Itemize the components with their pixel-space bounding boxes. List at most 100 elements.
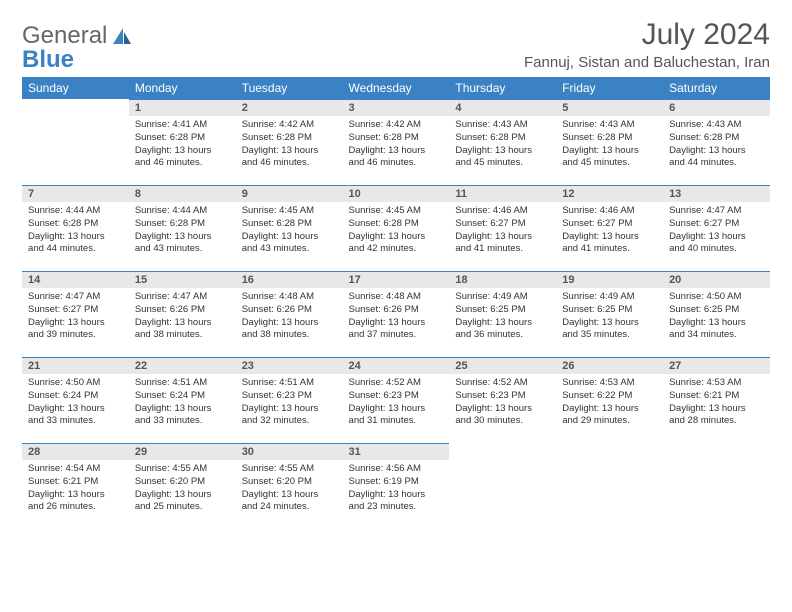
day-details: Sunrise: 4:45 AMSunset: 6:28 PMDaylight:… — [343, 202, 450, 262]
calendar-day-cell — [449, 443, 556, 529]
calendar-day-cell — [663, 443, 770, 529]
calendar-day-cell: 17Sunrise: 4:48 AMSunset: 6:26 PMDayligh… — [343, 271, 450, 357]
day-details: Sunrise: 4:42 AMSunset: 6:28 PMDaylight:… — [343, 116, 450, 176]
calendar-day-cell: 19Sunrise: 4:49 AMSunset: 6:25 PMDayligh… — [556, 271, 663, 357]
day-details: Sunrise: 4:55 AMSunset: 6:20 PMDaylight:… — [236, 460, 343, 520]
day-details: Sunrise: 4:46 AMSunset: 6:27 PMDaylight:… — [449, 202, 556, 262]
day-number: 6 — [663, 99, 770, 116]
calendar-day-cell — [22, 99, 129, 185]
calendar-day-cell: 21Sunrise: 4:50 AMSunset: 6:24 PMDayligh… — [22, 357, 129, 443]
day-number: 2 — [236, 99, 343, 116]
day-details: Sunrise: 4:51 AMSunset: 6:24 PMDaylight:… — [129, 374, 236, 434]
day-number: 1 — [129, 99, 236, 116]
calendar-day-cell: 10Sunrise: 4:45 AMSunset: 6:28 PMDayligh… — [343, 185, 450, 271]
day-details: Sunrise: 4:43 AMSunset: 6:28 PMDaylight:… — [663, 116, 770, 176]
logo-sail-icon — [111, 26, 133, 46]
calendar-day-cell: 26Sunrise: 4:53 AMSunset: 6:22 PMDayligh… — [556, 357, 663, 443]
day-details: Sunrise: 4:52 AMSunset: 6:23 PMDaylight:… — [449, 374, 556, 434]
day-details: Sunrise: 4:51 AMSunset: 6:23 PMDaylight:… — [236, 374, 343, 434]
calendar-week-row: 14Sunrise: 4:47 AMSunset: 6:27 PMDayligh… — [22, 271, 770, 357]
day-number: 22 — [129, 357, 236, 374]
day-number: 4 — [449, 99, 556, 116]
calendar-week-row: 21Sunrise: 4:50 AMSunset: 6:24 PMDayligh… — [22, 357, 770, 443]
calendar-day-cell: 30Sunrise: 4:55 AMSunset: 6:20 PMDayligh… — [236, 443, 343, 529]
day-details: Sunrise: 4:49 AMSunset: 6:25 PMDaylight:… — [449, 288, 556, 348]
day-number: 23 — [236, 357, 343, 374]
calendar-day-cell: 12Sunrise: 4:46 AMSunset: 6:27 PMDayligh… — [556, 185, 663, 271]
calendar-day-cell: 18Sunrise: 4:49 AMSunset: 6:25 PMDayligh… — [449, 271, 556, 357]
day-details: Sunrise: 4:53 AMSunset: 6:21 PMDaylight:… — [663, 374, 770, 434]
logo-text-blue: Blue — [22, 46, 74, 74]
calendar-table: SundayMondayTuesdayWednesdayThursdayFrid… — [22, 77, 770, 529]
day-details: Sunrise: 4:44 AMSunset: 6:28 PMDaylight:… — [129, 202, 236, 262]
day-number: 11 — [449, 185, 556, 202]
calendar-day-cell: 9Sunrise: 4:45 AMSunset: 6:28 PMDaylight… — [236, 185, 343, 271]
day-details: Sunrise: 4:50 AMSunset: 6:24 PMDaylight:… — [22, 374, 129, 434]
day-number: 12 — [556, 185, 663, 202]
day-number: 8 — [129, 185, 236, 202]
day-number: 10 — [343, 185, 450, 202]
calendar-day-cell: 15Sunrise: 4:47 AMSunset: 6:26 PMDayligh… — [129, 271, 236, 357]
header: General July 2024 Fannuj, Sistan and Bal… — [22, 18, 770, 71]
day-details: Sunrise: 4:43 AMSunset: 6:28 PMDaylight:… — [556, 116, 663, 176]
calendar-day-cell: 14Sunrise: 4:47 AMSunset: 6:27 PMDayligh… — [22, 271, 129, 357]
day-number: 18 — [449, 271, 556, 288]
day-number: 28 — [22, 443, 129, 460]
calendar-day-cell: 20Sunrise: 4:50 AMSunset: 6:25 PMDayligh… — [663, 271, 770, 357]
calendar-body: 1Sunrise: 4:41 AMSunset: 6:28 PMDaylight… — [22, 99, 770, 529]
calendar-day-cell: 23Sunrise: 4:51 AMSunset: 6:23 PMDayligh… — [236, 357, 343, 443]
day-details: Sunrise: 4:47 AMSunset: 6:27 PMDaylight:… — [663, 202, 770, 262]
calendar-day-cell: 16Sunrise: 4:48 AMSunset: 6:26 PMDayligh… — [236, 271, 343, 357]
day-number: 13 — [663, 185, 770, 202]
title-block: July 2024 Fannuj, Sistan and Baluchestan… — [524, 18, 770, 71]
day-number: 26 — [556, 357, 663, 374]
calendar-day-cell: 25Sunrise: 4:52 AMSunset: 6:23 PMDayligh… — [449, 357, 556, 443]
day-number: 25 — [449, 357, 556, 374]
day-number: 29 — [129, 443, 236, 460]
calendar-day-cell: 13Sunrise: 4:47 AMSunset: 6:27 PMDayligh… — [663, 185, 770, 271]
calendar-week-row: 28Sunrise: 4:54 AMSunset: 6:21 PMDayligh… — [22, 443, 770, 529]
calendar-day-cell: 3Sunrise: 4:42 AMSunset: 6:28 PMDaylight… — [343, 99, 450, 185]
day-details: Sunrise: 4:48 AMSunset: 6:26 PMDaylight:… — [343, 288, 450, 348]
day-number: 7 — [22, 185, 129, 202]
weekday-header: Wednesday — [343, 77, 450, 99]
day-number: 15 — [129, 271, 236, 288]
day-number: 30 — [236, 443, 343, 460]
day-details: Sunrise: 4:47 AMSunset: 6:26 PMDaylight:… — [129, 288, 236, 348]
day-details: Sunrise: 4:47 AMSunset: 6:27 PMDaylight:… — [22, 288, 129, 348]
day-details: Sunrise: 4:52 AMSunset: 6:23 PMDaylight:… — [343, 374, 450, 434]
day-details: Sunrise: 4:55 AMSunset: 6:20 PMDaylight:… — [129, 460, 236, 520]
calendar-day-cell: 11Sunrise: 4:46 AMSunset: 6:27 PMDayligh… — [449, 185, 556, 271]
day-number: 27 — [663, 357, 770, 374]
weekday-header: Monday — [129, 77, 236, 99]
day-number: 21 — [22, 357, 129, 374]
calendar-day-cell: 31Sunrise: 4:56 AMSunset: 6:19 PMDayligh… — [343, 443, 450, 529]
day-number: 20 — [663, 271, 770, 288]
day-details: Sunrise: 4:43 AMSunset: 6:28 PMDaylight:… — [449, 116, 556, 176]
calendar-day-cell: 5Sunrise: 4:43 AMSunset: 6:28 PMDaylight… — [556, 99, 663, 185]
day-details: Sunrise: 4:41 AMSunset: 6:28 PMDaylight:… — [129, 116, 236, 176]
calendar-day-cell: 28Sunrise: 4:54 AMSunset: 6:21 PMDayligh… — [22, 443, 129, 529]
calendar-week-row: 1Sunrise: 4:41 AMSunset: 6:28 PMDaylight… — [22, 99, 770, 185]
day-number: 19 — [556, 271, 663, 288]
weekday-header: Sunday — [22, 77, 129, 99]
month-title: July 2024 — [524, 18, 770, 52]
day-details: Sunrise: 4:56 AMSunset: 6:19 PMDaylight:… — [343, 460, 450, 520]
day-details: Sunrise: 4:54 AMSunset: 6:21 PMDaylight:… — [22, 460, 129, 520]
day-number: 14 — [22, 271, 129, 288]
location: Fannuj, Sistan and Baluchestan, Iran — [524, 54, 770, 71]
day-number: 9 — [236, 185, 343, 202]
calendar-day-cell: 6Sunrise: 4:43 AMSunset: 6:28 PMDaylight… — [663, 99, 770, 185]
calendar-day-cell: 1Sunrise: 4:41 AMSunset: 6:28 PMDaylight… — [129, 99, 236, 185]
day-details: Sunrise: 4:45 AMSunset: 6:28 PMDaylight:… — [236, 202, 343, 262]
calendar-day-cell: 7Sunrise: 4:44 AMSunset: 6:28 PMDaylight… — [22, 185, 129, 271]
weekday-header-row: SundayMondayTuesdayWednesdayThursdayFrid… — [22, 77, 770, 99]
weekday-header: Thursday — [449, 77, 556, 99]
day-number: 17 — [343, 271, 450, 288]
day-details: Sunrise: 4:53 AMSunset: 6:22 PMDaylight:… — [556, 374, 663, 434]
day-number: 24 — [343, 357, 450, 374]
calendar-day-cell: 29Sunrise: 4:55 AMSunset: 6:20 PMDayligh… — [129, 443, 236, 529]
day-details: Sunrise: 4:46 AMSunset: 6:27 PMDaylight:… — [556, 202, 663, 262]
weekday-header: Saturday — [663, 77, 770, 99]
calendar-day-cell: 22Sunrise: 4:51 AMSunset: 6:24 PMDayligh… — [129, 357, 236, 443]
